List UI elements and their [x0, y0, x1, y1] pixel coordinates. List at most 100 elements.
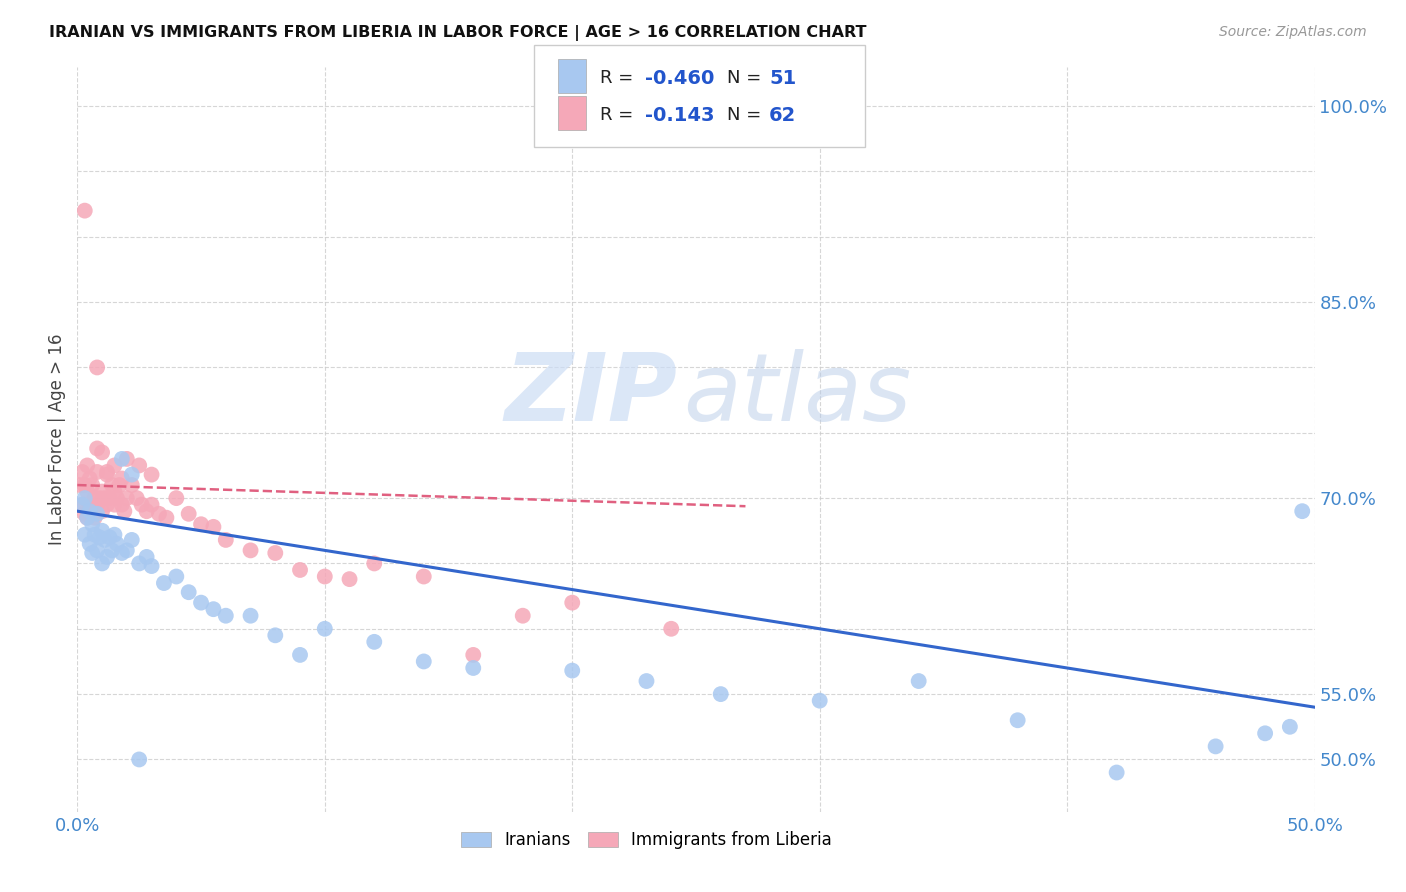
Point — [73, 491, 96, 505]
Point — [659, 622, 682, 636]
Text: -0.143: -0.143 — [645, 106, 714, 125]
Point — [239, 543, 262, 558]
Point — [264, 628, 287, 642]
Point — [76, 510, 98, 524]
Point — [98, 530, 121, 544]
Point — [91, 557, 114, 571]
Point — [86, 498, 108, 512]
Point — [288, 648, 311, 662]
Point — [86, 465, 108, 479]
Point — [105, 537, 128, 551]
Point — [86, 507, 108, 521]
Point — [89, 530, 111, 544]
Point — [1205, 739, 1227, 754]
Point — [83, 510, 105, 524]
Point — [72, 498, 94, 512]
Point — [141, 467, 163, 482]
Point — [69, 478, 91, 492]
Legend: Iranians, Immigrants from Liberia: Iranians, Immigrants from Liberia — [454, 824, 838, 855]
Point — [112, 504, 135, 518]
Point — [82, 501, 104, 516]
Point — [76, 458, 98, 473]
Point — [561, 596, 583, 610]
Point — [202, 602, 225, 616]
Point — [91, 524, 114, 538]
Point — [165, 491, 187, 505]
Text: atlas: atlas — [683, 349, 912, 440]
Point — [103, 498, 125, 512]
Point — [128, 458, 150, 473]
Point — [111, 451, 134, 466]
Text: Source: ZipAtlas.com: Source: ZipAtlas.com — [1219, 25, 1367, 39]
Point — [115, 451, 138, 466]
Point — [412, 655, 434, 669]
Point — [463, 648, 485, 662]
Point — [79, 498, 101, 512]
Point — [177, 507, 200, 521]
Point — [1254, 726, 1277, 740]
Text: ZIP: ZIP — [505, 349, 678, 441]
Point — [86, 442, 108, 456]
Point — [135, 549, 157, 564]
Point — [91, 504, 114, 518]
Point — [314, 569, 336, 583]
Point — [96, 498, 118, 512]
Point — [190, 596, 212, 610]
Point — [108, 478, 131, 492]
Point — [96, 465, 118, 479]
Text: -0.460: -0.460 — [645, 69, 714, 87]
Point — [76, 510, 98, 524]
Point — [82, 478, 104, 492]
Point — [121, 467, 143, 482]
Point — [103, 484, 125, 499]
Point — [101, 478, 124, 492]
Point — [202, 520, 225, 534]
Point — [76, 484, 98, 499]
Point — [103, 527, 125, 541]
Point — [83, 491, 105, 505]
Point — [91, 484, 114, 499]
Point — [128, 752, 150, 766]
Point — [141, 559, 163, 574]
Point — [339, 572, 361, 586]
Text: 62: 62 — [769, 106, 796, 125]
Text: N =: N = — [727, 106, 766, 124]
Point — [96, 467, 118, 482]
Point — [115, 491, 138, 505]
Point — [105, 491, 128, 505]
Text: R =: R = — [600, 106, 645, 124]
Point — [79, 537, 101, 551]
Point — [177, 585, 200, 599]
Point — [636, 674, 658, 689]
Point — [101, 543, 124, 558]
Point — [155, 510, 177, 524]
Point — [73, 507, 96, 521]
Point — [710, 687, 733, 701]
Point — [463, 661, 485, 675]
Text: R =: R = — [600, 69, 640, 87]
Point — [111, 546, 134, 560]
Point — [93, 533, 115, 547]
Point — [89, 491, 111, 505]
Text: N =: N = — [727, 69, 766, 87]
Point — [72, 465, 94, 479]
Point — [512, 608, 534, 623]
Point — [73, 527, 96, 541]
Point — [215, 608, 238, 623]
Point — [264, 546, 287, 560]
Point — [103, 458, 125, 473]
Point — [314, 622, 336, 636]
Point — [907, 674, 929, 689]
Point — [86, 543, 108, 558]
Y-axis label: In Labor Force | Age > 16: In Labor Force | Age > 16 — [48, 334, 66, 545]
Point — [83, 527, 105, 541]
Point — [239, 608, 262, 623]
Point — [363, 635, 385, 649]
Point — [153, 576, 176, 591]
Point — [125, 491, 148, 505]
Point — [115, 543, 138, 558]
Point — [79, 471, 101, 485]
Point — [91, 445, 114, 459]
Point — [1291, 504, 1313, 518]
Text: 51: 51 — [769, 69, 796, 87]
